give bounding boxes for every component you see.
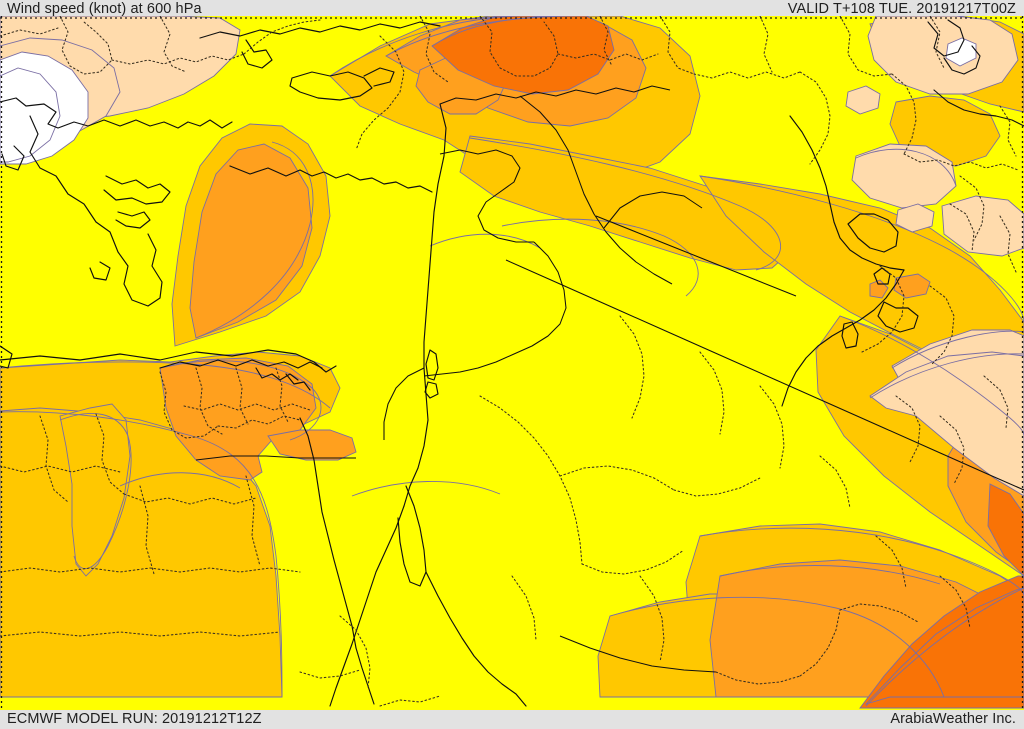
band-deep-orange-group: [431, 16, 1024, 709]
model-run-label: ECMWF MODEL RUN: 20191212T12Z: [7, 711, 262, 727]
political-borders-dotted: [0, 16, 1019, 707]
valid-time-label: VALID T+108 TUE. 20191217T00Z: [787, 1, 1016, 17]
band-white-group: [0, 37, 977, 165]
header-bar: Wind speed (knot) at 600 hPa VALID T+108…: [0, 0, 1024, 19]
map-canvas[interactable]: [0, 16, 1024, 713]
footer-bar: ECMWF MODEL RUN: 20191212T12Z ArabiaWeat…: [0, 710, 1024, 729]
map-frame: [0, 16, 1024, 713]
coastlines: [0, 19, 1024, 707]
contour-lines: [0, 16, 1024, 707]
map-svg: [0, 16, 1024, 713]
political-borders-solid: [195, 85, 1024, 673]
credit-label: ArabiaWeather Inc.: [890, 711, 1016, 727]
page-title: Wind speed (knot) at 600 hPa: [7, 1, 202, 17]
